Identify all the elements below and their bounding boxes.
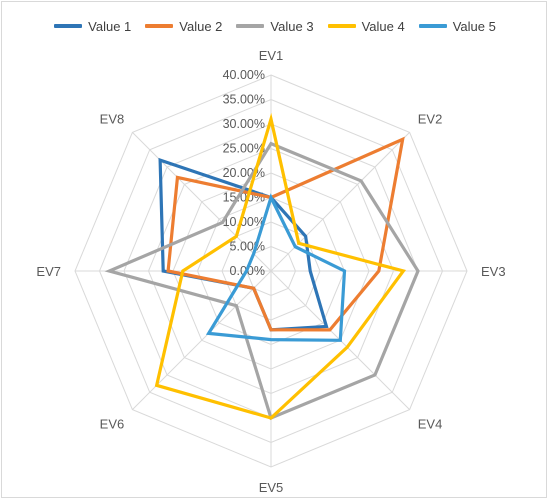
spoke-ev8	[132, 132, 272, 272]
legend-label-value-1: Value 1	[88, 18, 132, 34]
legend-swatch-value-2	[145, 24, 174, 28]
grid-layer	[74, 74, 468, 468]
series-line-value-4	[154, 112, 406, 420]
legend-label-value-3: Value 3	[270, 18, 314, 34]
legend-item-value-4: Value 4	[327, 18, 405, 34]
series-line-value-5	[205, 193, 347, 342]
legend-label-value-4: Value 4	[361, 18, 405, 34]
legend: Value 1 Value 2 Value 3 Value 4 Value 5	[0, 12, 550, 40]
series-line-value-2	[166, 136, 405, 332]
tick-label: 30.00%	[223, 117, 265, 131]
axis-labels: EV1 EV2 EV3 EV4 EV5 EV6 EV7 EV8	[36, 48, 505, 495]
axis-label-ev2: EV2	[418, 111, 443, 126]
axis-label-ev7: EV7	[36, 264, 61, 279]
axis-label-ev8: EV8	[100, 111, 125, 126]
tick-label: 20.00%	[223, 166, 265, 180]
legend-item-value-5: Value 5	[418, 18, 496, 34]
legend-swatch-value-3	[236, 24, 265, 28]
legend-swatch-value-1	[54, 24, 83, 28]
tick-label: 10.00%	[223, 215, 265, 229]
legend-swatch-value-4	[327, 24, 356, 28]
legend-item-value-3: Value 3	[236, 18, 314, 34]
legend-label-value-2: Value 2	[179, 18, 223, 34]
axis-label-ev4: EV4	[418, 417, 443, 432]
tick-label: 25.00%	[223, 142, 265, 156]
tick-label: 5.00%	[230, 240, 265, 254]
tick-label: 35.00%	[223, 93, 265, 107]
axis-label-ev5: EV5	[259, 480, 284, 495]
legend-swatch-value-5	[418, 24, 447, 28]
legend-label-value-5: Value 5	[452, 18, 496, 34]
axis-label-ev3: EV3	[481, 264, 506, 279]
axis-label-ev1: EV1	[259, 48, 284, 63]
tick-labels: 0.00%5.00%10.00%15.00%20.00%25.00%30.00%…	[223, 68, 265, 278]
legend-item-value-2: Value 2	[145, 19, 222, 34]
series-layer	[104, 112, 420, 421]
legend-item-value-1: Value 1	[54, 19, 131, 34]
axis-label-ev6: EV6	[100, 417, 125, 432]
tick-label: 40.00%	[223, 68, 265, 82]
